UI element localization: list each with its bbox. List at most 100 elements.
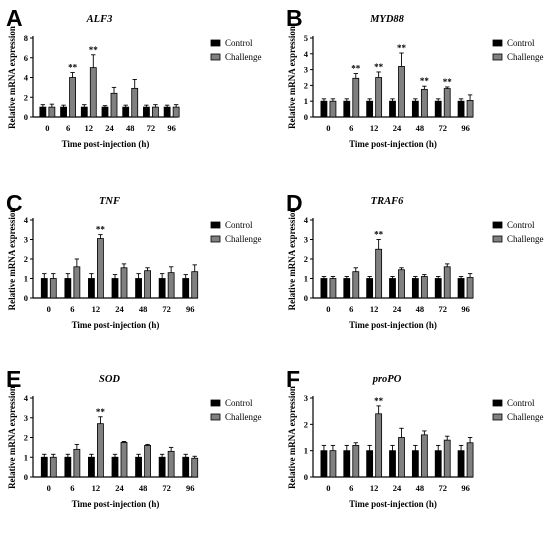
y-tick-label: 4 (304, 49, 309, 59)
y-tick-label: 2 (24, 254, 28, 264)
bar-challenge (167, 272, 175, 299)
bar-challenge (73, 266, 81, 299)
x-axis-title: Time post-injection (h) (72, 499, 160, 509)
panel-letter: F (286, 366, 300, 392)
bar-control (389, 450, 396, 478)
x-tick-label: 48 (416, 304, 425, 314)
x-tick-label: 24 (115, 304, 124, 314)
bar-control (64, 278, 72, 299)
bar-challenge (120, 442, 128, 478)
bar-control (366, 278, 374, 299)
bar-challenge (89, 67, 97, 118)
panel-letter: C (6, 190, 23, 216)
bar-control (457, 100, 465, 118)
x-tick-label: 48 (126, 123, 135, 133)
bar-challenge (352, 271, 360, 299)
legend-label-challenge: Challenge (225, 234, 262, 244)
x-tick-label: 96 (186, 483, 195, 493)
x-tick-label: 96 (461, 123, 470, 133)
bar-challenge (398, 269, 405, 299)
gene-title: SOD (99, 374, 120, 385)
bar-challenge (420, 88, 428, 118)
y-tick-label: 1 (304, 96, 308, 106)
bar-challenge (443, 439, 451, 478)
y-tick-label: 2 (304, 254, 308, 264)
bar-control (80, 106, 88, 118)
bar-challenge (48, 106, 56, 118)
bar-challenge (420, 276, 428, 299)
y-tick-label: 4 (304, 215, 309, 225)
bar-control (320, 100, 328, 118)
bar-challenge (375, 77, 383, 118)
bar-control (182, 278, 190, 299)
y-tick-label: 2 (24, 92, 28, 102)
significance-marker: ** (443, 77, 453, 87)
x-tick-label: 6 (70, 483, 74, 493)
x-tick-label: 12 (370, 123, 379, 133)
bar-control (60, 106, 67, 118)
bar-challenge (73, 448, 81, 478)
x-tick-label: 0 (45, 123, 49, 133)
bar-control (411, 100, 419, 118)
y-tick-label: 3 (24, 413, 28, 423)
x-tick-label: 0 (326, 304, 330, 314)
y-tick-label: 6 (24, 53, 28, 63)
x-tick-label: 12 (92, 483, 101, 493)
bar-control (434, 278, 442, 299)
bar-challenge (172, 106, 180, 118)
y-tick-label: 4 (24, 215, 29, 225)
panel-letter: B (286, 5, 303, 31)
bar-control (88, 278, 95, 299)
legend-swatch-control (210, 39, 221, 47)
bar-challenge (420, 434, 428, 478)
y-tick-label: 1 (24, 452, 28, 462)
y-tick-label: 4 (24, 73, 29, 83)
y-tick-label: 1 (304, 274, 308, 284)
x-tick-label: 0 (47, 304, 51, 314)
y-axis-title: Relative mRNA expression (287, 26, 297, 129)
significance-marker: ** (96, 225, 106, 235)
y-tick-label: 5 (304, 33, 308, 43)
significance-marker: ** (397, 43, 407, 53)
bar-control (389, 100, 396, 118)
bar-challenge (49, 456, 57, 478)
bar-challenge (49, 278, 57, 299)
x-axis-title: Time post-injection (h) (349, 499, 437, 509)
bar-control (366, 100, 374, 118)
significance-marker: ** (89, 45, 99, 55)
bar-control (343, 450, 351, 478)
bar-challenge (329, 278, 337, 299)
x-tick-label: 12 (370, 483, 379, 493)
bar-control (320, 278, 328, 299)
legend-label-control: Control (225, 38, 253, 48)
x-tick-label: 96 (461, 304, 470, 314)
gene-title: TNF (99, 196, 120, 207)
bar-control (40, 456, 48, 478)
significance-marker: ** (420, 76, 430, 86)
legend-swatch-challenge (210, 235, 221, 243)
x-tick-label: 72 (162, 304, 171, 314)
legend-swatch-control (492, 221, 503, 229)
bar-challenge (97, 238, 104, 299)
bar-control (158, 456, 166, 478)
bar-challenge (443, 266, 451, 299)
bar-challenge (131, 87, 139, 118)
bar-control (143, 106, 150, 118)
y-axis-title: Relative mRNA expression (287, 386, 297, 489)
x-tick-label: 6 (66, 123, 70, 133)
x-tick-label: 12 (370, 304, 379, 314)
legend-label-challenge: Challenge (507, 52, 544, 62)
x-tick-label: 0 (326, 123, 330, 133)
bar-control (182, 456, 190, 478)
y-tick-label: 0 (24, 112, 28, 122)
bar-control (122, 106, 130, 118)
legend-label-control: Control (507, 398, 535, 408)
significance-marker: ** (374, 62, 384, 72)
legend-swatch-control (210, 399, 221, 407)
bar-control (135, 456, 142, 478)
bar-challenge (466, 442, 474, 478)
